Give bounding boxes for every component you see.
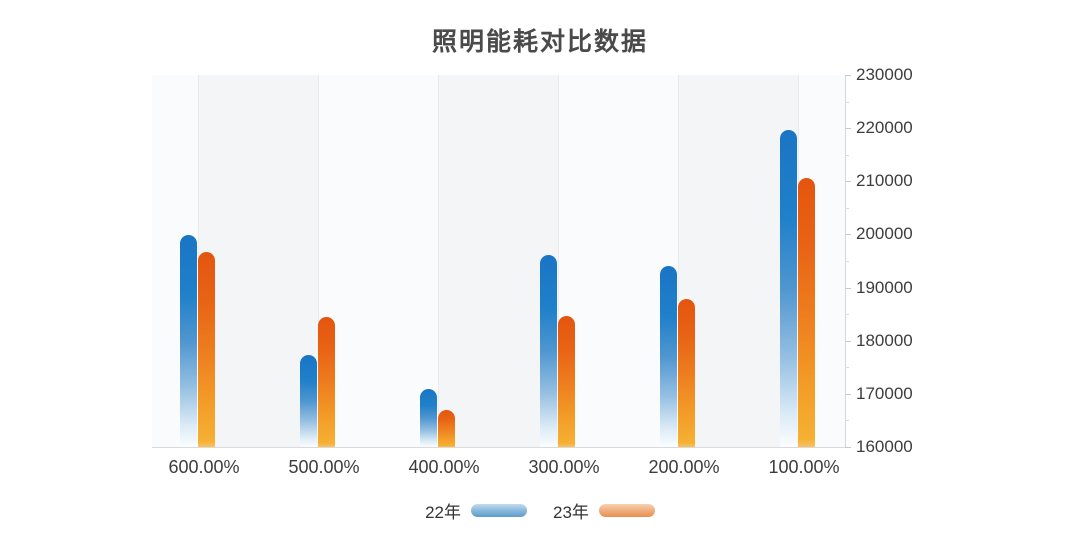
bar-22年-400.00% <box>420 389 437 447</box>
x-tick-label-300.00%: 300.00% <box>528 457 600 477</box>
y-tick-label: 180000 <box>856 330 913 350</box>
vertical-gridline <box>318 75 319 447</box>
vertical-gridline <box>438 75 439 447</box>
y-minor-tick-mark <box>845 420 849 422</box>
y-tick-mark <box>845 340 851 342</box>
y-tick-mark <box>845 75 851 76</box>
y-minor-tick-mark <box>845 154 849 156</box>
bar-23年-300.00% <box>558 316 575 447</box>
legend-item-22年[interactable]: 22年 <box>425 498 527 523</box>
legend: 22年 23年 <box>0 498 1080 523</box>
x-tick-label-500.00%: 500.00% <box>288 457 360 477</box>
chart-title: 照明能耗对比数据 <box>431 28 648 56</box>
y-tick-label: 210000 <box>856 171 913 191</box>
y-minor-tick-mark <box>845 101 849 103</box>
bar-23年-200.00% <box>678 299 695 447</box>
vertical-gridline <box>558 75 559 447</box>
bar-22年-600.00% <box>180 235 197 447</box>
y-tick-label: 160000 <box>856 437 913 456</box>
x-tick-label-600.00%: 600.00% <box>168 457 240 477</box>
background-band <box>318 75 438 447</box>
background-band <box>678 75 798 447</box>
background-band <box>198 75 318 447</box>
background-band <box>558 75 678 447</box>
y-tick-mark <box>845 234 851 236</box>
y-tick-mark <box>845 181 851 183</box>
bar-23年-600.00% <box>198 252 215 447</box>
y-minor-tick-mark <box>845 367 849 369</box>
y-tick-label: 230000 <box>856 65 913 84</box>
legend-label: 22年 <box>425 503 461 522</box>
vertical-gridline <box>678 75 679 447</box>
bar-22年-100.00% <box>780 130 797 447</box>
legend-swatch-23年 <box>598 504 655 517</box>
y-tick-mark <box>845 128 851 130</box>
y-tick-label: 220000 <box>856 118 913 138</box>
bar-22年-300.00% <box>540 255 557 447</box>
y-tick-label: 190000 <box>856 277 913 297</box>
bar-23年-400.00% <box>438 410 455 447</box>
y-minor-tick-mark <box>845 261 849 262</box>
bar-23年-500.00% <box>318 317 335 447</box>
plot-area <box>152 75 845 447</box>
y-tick-mark <box>845 287 851 289</box>
bar-22年-200.00% <box>660 266 677 447</box>
y-minor-tick-mark <box>845 207 849 209</box>
x-tick-label-400.00%: 400.00% <box>408 457 480 477</box>
legend-item-23年[interactable]: 23年 <box>553 498 655 523</box>
x-tick-label-200.00%: 200.00% <box>648 457 720 477</box>
y-minor-tick-mark <box>845 314 849 316</box>
legend-swatch-22年 <box>471 504 527 517</box>
x-axis-line <box>152 447 846 448</box>
y-tick-mark <box>845 393 851 395</box>
legend-label: 23年 <box>553 503 589 522</box>
x-tick-label-100.00%: 100.00% <box>768 457 840 477</box>
bar-22年-500.00% <box>300 355 317 447</box>
background-band <box>438 75 558 447</box>
y-tick-label: 200000 <box>856 224 913 244</box>
y-tick-label: 170000 <box>856 383 913 403</box>
y-tick-mark <box>845 447 851 448</box>
bar-23年-100.00% <box>798 178 815 447</box>
